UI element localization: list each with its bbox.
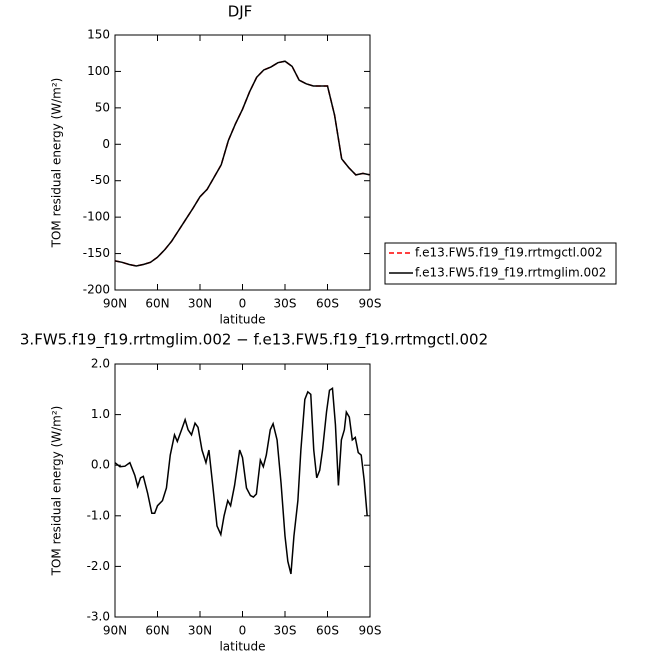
x-tick-label: 30S [274,624,297,638]
legend-box [384,242,617,285]
x-tick-label: 90S [359,624,382,638]
x-tick-label: 60S [316,624,339,638]
y-tick-label: -50 [90,173,110,187]
y-tick-label: 1.0 [91,407,110,421]
data-line [114,60,371,267]
x-axis-label: latitude [219,313,265,327]
y-tick-label: -150 [83,246,110,260]
plot-frame [114,34,371,291]
legend-label: f.e13.FW5.f19_f19.rrtmgctl.002 [415,246,603,260]
y-axis-label: TOM residual energy (W/m²) [50,406,64,577]
x-tick-label: 60N [145,624,169,638]
x-tick-label: 60S [316,297,339,311]
chart-title: 3.FW5.f19_f19.rrtmglim.002 − f.e13.FW5.f… [20,331,488,350]
y-tick-label: -100 [83,210,110,224]
y-tick-label: 0 [102,137,110,151]
legend-label: f.e13.FW5.f19_f19.rrtmglim.002 [415,266,606,280]
y-tick-label: -3.0 [87,610,110,624]
x-tick-label: 60N [145,297,169,311]
x-tick-label: 90N [103,624,127,638]
chart-title: DJF [228,3,253,21]
y-tick-label: 2.0 [91,357,110,371]
y-tick-label: 100 [87,64,110,78]
x-axis-label: latitude [219,640,265,654]
x-tick-label: 0 [239,297,247,311]
x-tick-label: 90S [359,297,382,311]
x-tick-label: 90N [103,297,127,311]
y-tick-label: 150 [87,28,110,42]
x-tick-label: 30S [274,297,297,311]
y-tick-label: -2.0 [87,559,110,573]
y-tick-label: -200 [83,283,110,297]
y-tick-label: -1.0 [87,508,110,522]
y-tick-label: 50 [95,100,110,114]
x-tick-label: 0 [239,624,247,638]
x-tick-label: 30N [188,297,212,311]
data-line [114,60,371,267]
y-axis-label: TOM residual energy (W/m²) [50,78,64,249]
x-tick-label: 30N [188,624,212,638]
data-line [114,386,368,575]
y-tick-label: 0.0 [91,458,110,472]
plot-frame [114,363,371,618]
